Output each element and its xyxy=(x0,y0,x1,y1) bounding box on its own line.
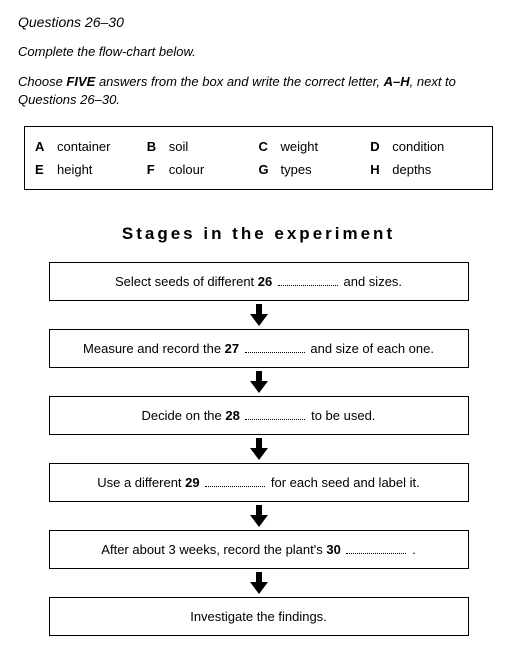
instr2-ah: A–H xyxy=(384,74,410,89)
instr2-mid: answers from the box and write the corre… xyxy=(95,74,383,89)
option-word: types xyxy=(281,162,312,177)
arrow-down-icon xyxy=(248,505,270,527)
instruction-line-2: Choose FIVE answers from the box and wri… xyxy=(18,73,499,108)
option-word: weight xyxy=(281,139,319,154)
stage-question-number: 30 xyxy=(326,542,340,557)
option-a: A container xyxy=(35,139,147,154)
option-d: D condition xyxy=(370,139,482,154)
option-word: colour xyxy=(169,162,204,177)
question-range: Questions 26–30 xyxy=(18,14,499,30)
stage-question-number: 27 xyxy=(225,341,239,356)
stage-question-number: 26 xyxy=(258,274,272,289)
answer-blank[interactable] xyxy=(245,409,305,420)
stage-text-pre: After about 3 weeks, record the plant's xyxy=(101,542,326,557)
flowchart: Select seeds of different 26 and sizes. … xyxy=(18,262,499,636)
option-letter: E xyxy=(35,162,57,177)
option-b: B soil xyxy=(147,139,259,154)
option-c: C weight xyxy=(259,139,371,154)
answer-blank[interactable] xyxy=(278,275,338,286)
options-row-1: A container B soil C weight D condition xyxy=(35,135,482,158)
stage-text-post: for each seed and label it. xyxy=(267,475,420,490)
stage-6: Investigate the findings. xyxy=(49,597,469,636)
stage-4: Use a different 29 for each seed and lab… xyxy=(49,463,469,502)
option-letter: D xyxy=(370,139,392,154)
stage-text: Investigate the findings. xyxy=(190,609,327,624)
option-g: G types xyxy=(259,162,371,177)
arrow-down-icon xyxy=(248,438,270,460)
option-letter: B xyxy=(147,139,169,154)
option-word: condition xyxy=(392,139,444,154)
instr2-pre: Choose xyxy=(18,74,66,89)
stage-question-number: 28 xyxy=(225,408,239,423)
answer-blank[interactable] xyxy=(346,543,406,554)
option-letter: A xyxy=(35,139,57,154)
option-letter: C xyxy=(259,139,281,154)
arrow-down-icon xyxy=(248,371,270,393)
stage-2: Measure and record the 27 and size of ea… xyxy=(49,329,469,368)
stage-text-post: to be used. xyxy=(307,408,375,423)
stage-text-pre: Select seeds of different xyxy=(115,274,258,289)
stage-text-post: and sizes. xyxy=(340,274,402,289)
option-word: container xyxy=(57,139,110,154)
stage-text-post: . xyxy=(408,542,415,557)
option-f: F colour xyxy=(147,162,259,177)
options-box: A container B soil C weight D condition … xyxy=(24,126,493,190)
instr2-five: FIVE xyxy=(66,74,95,89)
flowchart-title: Stages in the experiment xyxy=(18,224,499,244)
answer-blank[interactable] xyxy=(205,476,265,487)
stage-5: After about 3 weeks, record the plant's … xyxy=(49,530,469,569)
stage-1: Select seeds of different 26 and sizes. xyxy=(49,262,469,301)
arrow-down-icon xyxy=(248,304,270,326)
options-row-2: E height F colour G types H depths xyxy=(35,158,482,181)
stage-3: Decide on the 28 to be used. xyxy=(49,396,469,435)
arrow-down-icon xyxy=(248,572,270,594)
stage-text-pre: Decide on the xyxy=(142,408,226,423)
option-e: E height xyxy=(35,162,147,177)
option-word: depths xyxy=(392,162,431,177)
instruction-line-1: Complete the flow-chart below. xyxy=(18,44,499,59)
option-word: height xyxy=(57,162,92,177)
option-letter: F xyxy=(147,162,169,177)
option-letter: G xyxy=(259,162,281,177)
stage-text-post: and size of each one. xyxy=(307,341,434,356)
stage-question-number: 29 xyxy=(185,475,199,490)
answer-blank[interactable] xyxy=(245,342,305,353)
stage-text-pre: Use a different xyxy=(97,475,185,490)
option-word: soil xyxy=(169,139,189,154)
option-h: H depths xyxy=(370,162,482,177)
stage-text-pre: Measure and record the xyxy=(83,341,225,356)
option-letter: H xyxy=(370,162,392,177)
